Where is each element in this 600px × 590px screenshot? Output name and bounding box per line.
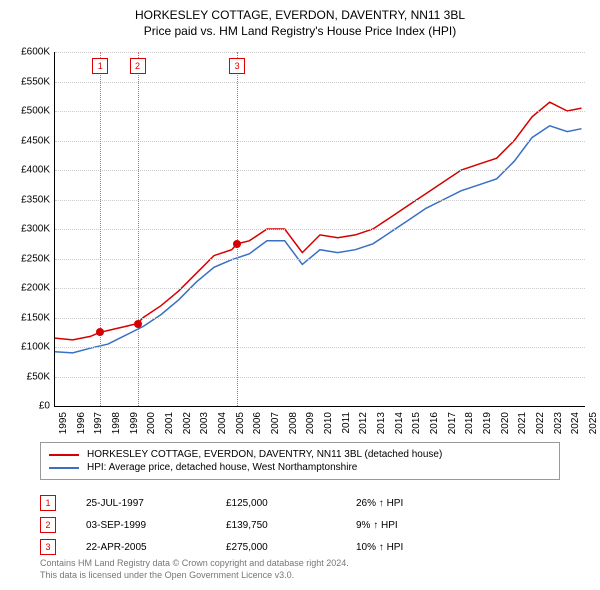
gridline	[55, 318, 585, 319]
sale-dot	[134, 320, 142, 328]
xaxis-tick-label: 2001	[164, 412, 175, 442]
xaxis-tick-label: 2024	[570, 412, 581, 442]
footer-line1: Contains HM Land Registry data © Crown c…	[40, 558, 349, 570]
sale-price: £139,750	[226, 520, 326, 531]
sale-delta: 10% ↑ HPI	[356, 542, 456, 553]
yaxis-tick-label: £500K	[0, 106, 50, 117]
xaxis-tick-label: 1996	[76, 412, 87, 442]
xaxis-tick-label: 2025	[588, 412, 599, 442]
sale-date: 03-SEP-1999	[86, 520, 196, 531]
xaxis-tick-label: 2009	[305, 412, 316, 442]
yaxis-tick-label: £150K	[0, 312, 50, 323]
legend-swatch-price	[49, 454, 79, 456]
sales-row: 2 03-SEP-1999 £139,750 9% ↑ HPI	[40, 516, 560, 534]
yaxis-tick-label: £300K	[0, 224, 50, 235]
sale-delta: 9% ↑ HPI	[356, 520, 456, 531]
gridline	[55, 111, 585, 112]
xaxis-tick-label: 2005	[235, 412, 246, 442]
xaxis-tick-label: 1995	[58, 412, 69, 442]
legend-row-price: HORKESLEY COTTAGE, EVERDON, DAVENTRY, NN…	[49, 449, 551, 460]
sale-vline	[138, 52, 139, 406]
xaxis-tick-label: 2011	[341, 412, 352, 442]
hpi-line	[55, 126, 582, 353]
xaxis-tick-label: 2018	[464, 412, 475, 442]
xaxis-tick-label: 2016	[429, 412, 440, 442]
legend-box: HORKESLEY COTTAGE, EVERDON, DAVENTRY, NN…	[40, 442, 560, 480]
sale-dot	[96, 328, 104, 336]
xaxis-tick-label: 2015	[411, 412, 422, 442]
xaxis-tick-label: 2023	[553, 412, 564, 442]
sale-vline	[237, 52, 238, 406]
footer-line2: This data is licensed under the Open Gov…	[40, 570, 349, 582]
xaxis-tick-label: 2000	[146, 412, 157, 442]
footer-attribution: Contains HM Land Registry data © Crown c…	[40, 558, 349, 581]
chart-title-address: HORKESLEY COTTAGE, EVERDON, DAVENTRY, NN…	[0, 8, 600, 22]
xaxis-tick-label: 2007	[270, 412, 281, 442]
gridline	[55, 141, 585, 142]
yaxis-tick-label: £200K	[0, 283, 50, 294]
gridline	[55, 82, 585, 83]
sales-row: 3 22-APR-2005 £275,000 10% ↑ HPI	[40, 538, 560, 556]
xaxis-tick-label: 2010	[323, 412, 334, 442]
sale-price: £275,000	[226, 542, 326, 553]
sale-delta: 26% ↑ HPI	[356, 498, 456, 509]
sale-marker-box: 2	[130, 58, 146, 74]
gridline	[55, 200, 585, 201]
sales-table: 1 25-JUL-1997 £125,000 26% ↑ HPI 2 03-SE…	[40, 490, 560, 560]
sale-marker-1: 1	[40, 495, 56, 511]
title-block: HORKESLEY COTTAGE, EVERDON, DAVENTRY, NN…	[0, 0, 600, 38]
yaxis-tick-label: £250K	[0, 253, 50, 264]
yaxis-tick-label: £0	[0, 401, 50, 412]
xaxis-tick-label: 2012	[358, 412, 369, 442]
yaxis-tick-label: £600K	[0, 47, 50, 58]
xaxis-tick-label: 2006	[252, 412, 263, 442]
yaxis-tick-label: £450K	[0, 135, 50, 146]
sale-marker-box: 1	[92, 58, 108, 74]
yaxis-tick-label: £100K	[0, 342, 50, 353]
xaxis-tick-label: 2002	[182, 412, 193, 442]
xaxis-tick-label: 2003	[199, 412, 210, 442]
plot-area: 1 2 3	[54, 52, 585, 407]
xaxis-tick-label: 1999	[129, 412, 140, 442]
chart-container: HORKESLEY COTTAGE, EVERDON, DAVENTRY, NN…	[0, 0, 600, 590]
yaxis-tick-label: £550K	[0, 76, 50, 87]
gridline	[55, 170, 585, 171]
xaxis-tick-label: 2017	[447, 412, 458, 442]
xaxis-tick-label: 2004	[217, 412, 228, 442]
legend-label-hpi: HPI: Average price, detached house, West…	[87, 462, 357, 473]
legend-row-hpi: HPI: Average price, detached house, West…	[49, 462, 551, 473]
gridline	[55, 229, 585, 230]
yaxis-tick-label: £350K	[0, 194, 50, 205]
xaxis-tick-label: 1998	[111, 412, 122, 442]
sales-row: 1 25-JUL-1997 £125,000 26% ↑ HPI	[40, 494, 560, 512]
xaxis-tick-label: 2013	[376, 412, 387, 442]
legend-label-price: HORKESLEY COTTAGE, EVERDON, DAVENTRY, NN…	[87, 449, 442, 460]
sale-marker-box: 3	[229, 58, 245, 74]
gridline	[55, 52, 585, 53]
sale-date: 25-JUL-1997	[86, 498, 196, 509]
xaxis-tick-label: 2019	[482, 412, 493, 442]
xaxis-tick-label: 1997	[93, 412, 104, 442]
price-line	[55, 102, 582, 340]
sale-dot	[233, 240, 241, 248]
legend-swatch-hpi	[49, 467, 79, 469]
sale-vline	[100, 52, 101, 406]
sale-date: 22-APR-2005	[86, 542, 196, 553]
xaxis-tick-label: 2014	[394, 412, 405, 442]
yaxis-tick-label: £50K	[0, 371, 50, 382]
sale-price: £125,000	[226, 498, 326, 509]
xaxis-tick-label: 2008	[288, 412, 299, 442]
xaxis-tick-label: 2021	[517, 412, 528, 442]
xaxis-tick-label: 2020	[500, 412, 511, 442]
gridline	[55, 347, 585, 348]
gridline	[55, 288, 585, 289]
yaxis-tick-label: £400K	[0, 165, 50, 176]
chart-title-subtitle: Price paid vs. HM Land Registry's House …	[0, 24, 600, 38]
sale-marker-2: 2	[40, 517, 56, 533]
xaxis-tick-label: 2022	[535, 412, 546, 442]
sale-marker-3: 3	[40, 539, 56, 555]
gridline	[55, 377, 585, 378]
gridline	[55, 259, 585, 260]
